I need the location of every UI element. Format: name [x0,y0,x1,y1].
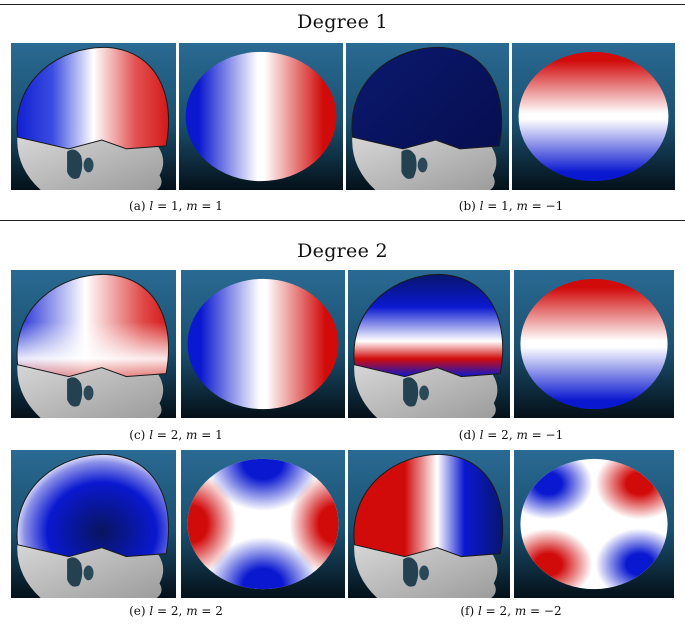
sphere-render [179,43,343,190]
head-render [346,43,509,190]
figure-b-head [346,43,509,190]
caption-a: (a) l = 1, m = 1 [129,199,223,213]
section-title-degree-2: Degree 2 [297,240,388,262]
head-render [348,270,510,418]
head-render [348,450,510,598]
caption-c: (c) l = 2, m = 1 [129,428,223,442]
caption-f: (f) l = 2, m = −2 [460,604,562,618]
head-render [11,270,176,418]
sphere-render [181,450,345,598]
caption-e: (e) l = 2, m = 2 [129,604,223,618]
figure-c-head [11,270,176,418]
head-render [11,450,176,598]
section-title-degree-1: Degree 1 [297,11,388,33]
figure-e-sphere [181,450,345,598]
figure-f-sphere [514,450,674,598]
figure-b-sphere [512,43,675,190]
sphere-render [514,450,674,598]
figure-f-head [348,450,510,598]
caption-b: (b) l = 1, m = −1 [458,199,564,213]
top-rule [0,4,685,5]
mid-rule [0,220,685,221]
head-render [11,43,176,190]
figure-e-head [11,450,176,598]
sphere-render [512,43,675,190]
figure-d-sphere [514,270,674,418]
caption-d: (d) l = 2, m = −1 [458,428,564,442]
figure-c-sphere [181,270,345,418]
figure-d-head [348,270,510,418]
sphere-render [514,270,674,418]
figure-a-head [11,43,176,190]
figure-a-sphere [179,43,343,190]
sphere-render [181,270,345,418]
